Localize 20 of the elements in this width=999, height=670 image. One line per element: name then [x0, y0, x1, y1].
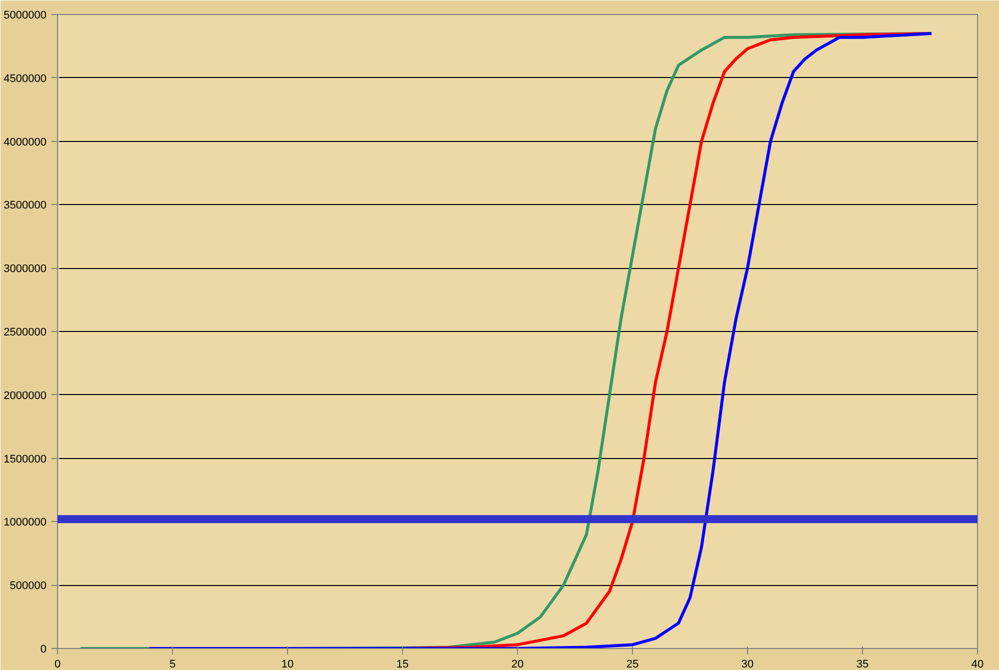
y-tick-label: 5000000 — [4, 10, 47, 22]
y-tick-label: 0 — [40, 644, 47, 656]
y-tick-label: 1000000 — [4, 516, 47, 529]
y-tick-label: 1500000 — [4, 453, 47, 466]
y-tick-label: 3000000 — [4, 263, 47, 276]
x-tick-label: 15 — [396, 658, 409, 670]
x-tick-label: 35 — [856, 658, 869, 670]
x-tick-label: 40 — [971, 658, 984, 670]
x-tick-label: 10 — [281, 658, 294, 670]
y-tick-label: 3500000 — [4, 200, 47, 212]
y-tick-label: 4500000 — [4, 72, 47, 85]
y-tick-label: 500000 — [10, 580, 47, 592]
x-tick-label: 20 — [511, 658, 524, 670]
y-tick-label: 4000000 — [4, 136, 47, 148]
x-tick-label: 30 — [741, 658, 754, 670]
y-tick-label: 2500000 — [4, 326, 47, 338]
x-tick-label: 5 — [169, 658, 176, 670]
y-tick-label: 2000000 — [4, 390, 47, 402]
x-tick-label: 0 — [54, 658, 61, 670]
x-tick-label: 25 — [626, 658, 639, 670]
